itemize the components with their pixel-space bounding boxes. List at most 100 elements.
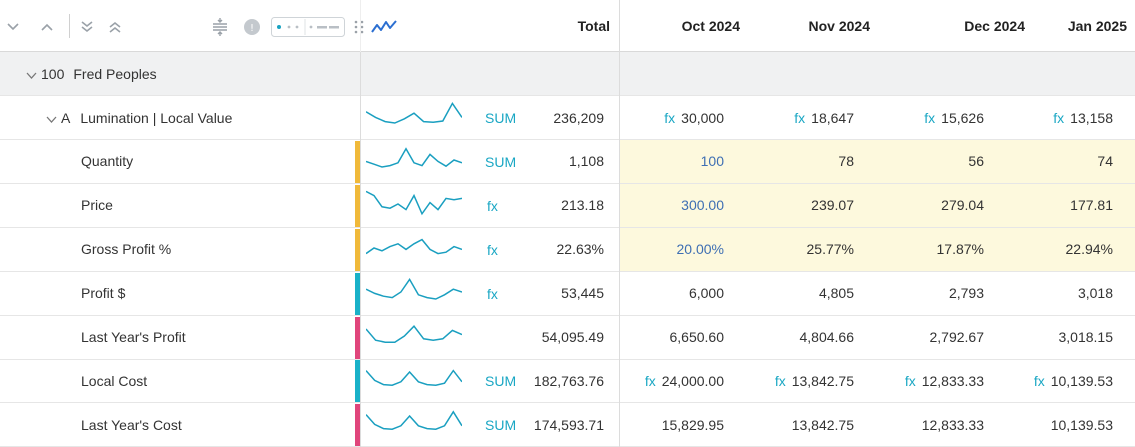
month-value-cell[interactable]: 3,018.15	[1010, 316, 1128, 359]
group-row[interactable]: 100 Fred Peoples	[0, 52, 1135, 96]
group-id: 100	[41, 65, 65, 82]
month-value-cell[interactable]: 2,793	[880, 272, 1000, 315]
month-value: 12,833.33	[921, 372, 984, 389]
month-value-cell[interactable]: 20.00%	[620, 228, 740, 271]
drag-dots-icon[interactable]	[352, 17, 366, 37]
month-value-cell[interactable]: 56	[880, 140, 1000, 183]
table-row[interactable]: Last Year's Cost SUM 174,593.71 15,829.95 13…	[0, 403, 1135, 447]
table-row[interactable]: Last Year's Profit 54,095.49 6,650.60 4,804…	[0, 316, 1135, 360]
column-divider	[619, 0, 620, 447]
month-value-cell[interactable]: 15,829.95	[620, 403, 740, 446]
fx-indicator: fx	[904, 372, 916, 389]
row-label-text: Last Year's Cost	[81, 416, 182, 433]
month-value-cell[interactable]: 25.77%	[750, 228, 870, 271]
month-value-cell[interactable]: fx 30,000	[620, 96, 740, 139]
sparkline-path	[366, 324, 462, 343]
sum-tag[interactable]: SUM	[485, 110, 517, 126]
fx-tag[interactable]: fx	[487, 197, 498, 214]
table-row[interactable]: Gross Profit % fx 22.63% 20.00% 25.77% 17.87%…	[0, 227, 1135, 272]
total-cell[interactable]: 22.63%	[556, 241, 604, 258]
expand-all-icon[interactable]	[106, 17, 124, 37]
month-value: 56	[968, 153, 984, 170]
fx-tag[interactable]: fx	[487, 285, 498, 302]
month-value-cell[interactable]: fx 13,158	[1010, 96, 1128, 139]
column-header-oct-2024[interactable]: Oct 2024	[681, 17, 740, 34]
chevron-down-icon[interactable]	[46, 110, 57, 126]
editable-highlight	[620, 183, 1135, 227]
month-value-cell[interactable]: 177.81	[1010, 184, 1128, 227]
total-cell[interactable]: 182,763.76	[533, 372, 604, 389]
fx-indicator: fx	[924, 109, 936, 126]
chevron-down-icon[interactable]	[4, 17, 22, 37]
chevron-down-icon[interactable]	[26, 66, 37, 82]
total-cell[interactable]: 54,095.49	[541, 329, 604, 345]
month-value-cell[interactable]: fx 24,000.00	[620, 359, 740, 402]
month-value-cell[interactable]: fx 12,833.33	[880, 359, 1000, 402]
row-indent-marker: A	[61, 109, 71, 126]
sparkline-path	[366, 410, 462, 431]
table-row[interactable]: Local Cost SUM 182,763.76 fx 24,000.00 fx 13,8…	[0, 359, 1135, 404]
month-value: 6,650.60	[669, 329, 725, 345]
fx-tag[interactable]: fx	[487, 241, 498, 258]
total-cell[interactable]: 174,593.71	[533, 416, 604, 433]
month-value-cell[interactable]: 300.00	[620, 184, 740, 227]
total-cell[interactable]: 1,108	[568, 153, 604, 170]
split-icon[interactable]	[210, 17, 230, 37]
month-value-cell[interactable]: 4,804.66	[750, 316, 870, 359]
svg-text:!: !	[250, 23, 254, 34]
sum-tag[interactable]: SUM	[485, 153, 517, 170]
sparkline-path	[366, 147, 462, 168]
month-value-cell[interactable]: 239.07	[750, 184, 870, 227]
info-circle-icon[interactable]: !	[242, 17, 262, 37]
sum-tag[interactable]: SUM	[485, 417, 517, 434]
month-value-cell[interactable]: 17.87%	[880, 228, 1000, 271]
month-value-cell[interactable]: 22.94%	[1010, 228, 1128, 271]
month-value-cell[interactable]: fx 15,626	[880, 96, 1000, 139]
row-color-stripe	[355, 404, 360, 447]
row-sparkline	[366, 369, 462, 387]
display-toggle-icon[interactable]	[271, 17, 345, 37]
month-value-cell[interactable]: 78	[750, 140, 870, 183]
month-value-cell[interactable]: 10,139.53	[1010, 403, 1128, 446]
month-value: 239.07	[811, 197, 854, 214]
month-value-cell[interactable]: fx 18,647	[750, 96, 870, 139]
row-label: Price	[81, 184, 113, 227]
column-header-nov-2024[interactable]: Nov 2024	[808, 17, 870, 34]
row-sparkline	[366, 277, 462, 300]
chevron-up-icon[interactable]	[38, 17, 56, 37]
month-value-cell[interactable]: 100	[620, 140, 740, 183]
total-cell[interactable]: 236,209	[553, 109, 604, 126]
month-value: 177.81	[1070, 197, 1113, 214]
column-header-total[interactable]: Total	[577, 17, 610, 34]
table-row[interactable]: Profit $ fx 53,445 6,000 4,805 2,793 3,018	[0, 272, 1135, 316]
sparkline-path	[366, 190, 462, 216]
month-value-cell[interactable]: 6,650.60	[620, 316, 740, 359]
month-value: 17.87%	[936, 241, 984, 258]
month-value-cell[interactable]: fx 10,139.53	[1010, 359, 1128, 402]
total-cell[interactable]: 53,445	[561, 285, 604, 302]
total-cell[interactable]: 213.18	[561, 197, 604, 214]
month-value-cell[interactable]: 6,000	[620, 272, 740, 315]
month-value-cell[interactable]: 3,018	[1010, 272, 1128, 315]
month-value-cell[interactable]: 12,833.33	[880, 403, 1000, 446]
month-value-cell[interactable]: 2,792.67	[880, 316, 1000, 359]
table-row[interactable]: A Lumination | Local Value SUM 236,209 fx 30,…	[0, 96, 1135, 140]
month-value: 10,139.53	[1050, 416, 1113, 433]
month-value-cell[interactable]: 13,842.75	[750, 403, 870, 446]
sum-tag[interactable]: SUM	[485, 373, 517, 390]
fx-indicator: fx	[664, 109, 676, 126]
column-header-dec-2024[interactable]: Dec 2024	[964, 17, 1025, 34]
month-value: 15,626	[941, 109, 984, 126]
month-value-cell[interactable]: 74	[1010, 140, 1128, 183]
table-row[interactable]: Quantity SUM 1,108 100 78 56 74	[0, 139, 1135, 184]
row-label-text: Last Year's Profit	[81, 329, 186, 345]
row-label-text: Local Cost	[81, 372, 148, 389]
month-value-cell[interactable]: 279.04	[880, 184, 1000, 227]
row-label: Local Cost	[81, 359, 147, 402]
sparkline-icon[interactable]	[370, 17, 398, 37]
month-value-cell[interactable]: fx 13,842.75	[750, 359, 870, 402]
month-value-cell[interactable]: 4,805	[750, 272, 870, 315]
table-row[interactable]: Price fx 213.18 300.00 239.07 279.04 177.81	[0, 183, 1135, 228]
collapse-all-icon[interactable]	[78, 17, 96, 37]
column-header-jan-2025[interactable]: Jan 2025	[1067, 17, 1127, 34]
